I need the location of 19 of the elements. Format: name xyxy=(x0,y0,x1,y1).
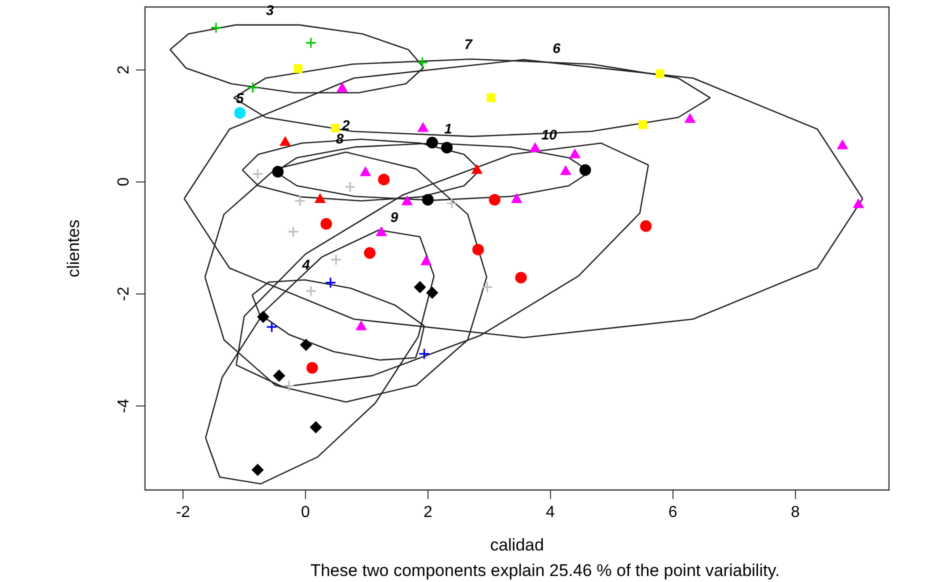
y-tick-label: 0 xyxy=(115,177,132,186)
x-tick-label: 0 xyxy=(300,504,310,522)
annotation: 4 xyxy=(301,256,310,273)
y-axis-title: clientes xyxy=(64,220,83,278)
annotation: 9 xyxy=(390,209,398,226)
x-tick-label: -2 xyxy=(176,504,190,522)
y-tick-label: 2 xyxy=(115,65,132,74)
x-tick-label: 8 xyxy=(790,504,800,522)
x-tick-label: 6 xyxy=(668,504,678,522)
x-tick-label: 2 xyxy=(423,504,432,522)
x-tick-label: 4 xyxy=(546,504,555,522)
annotation: 7 xyxy=(464,36,474,52)
x-axis-title: calidad xyxy=(490,535,544,554)
annotation: 6 xyxy=(552,40,561,56)
y-tick-label: -2 xyxy=(115,286,132,302)
y-tick-label: -4 xyxy=(115,398,132,414)
text: These two components explain 25.46 % of the point variability. xyxy=(310,561,780,580)
annotation: 2 xyxy=(340,117,350,134)
annotation: 1 xyxy=(444,120,452,137)
